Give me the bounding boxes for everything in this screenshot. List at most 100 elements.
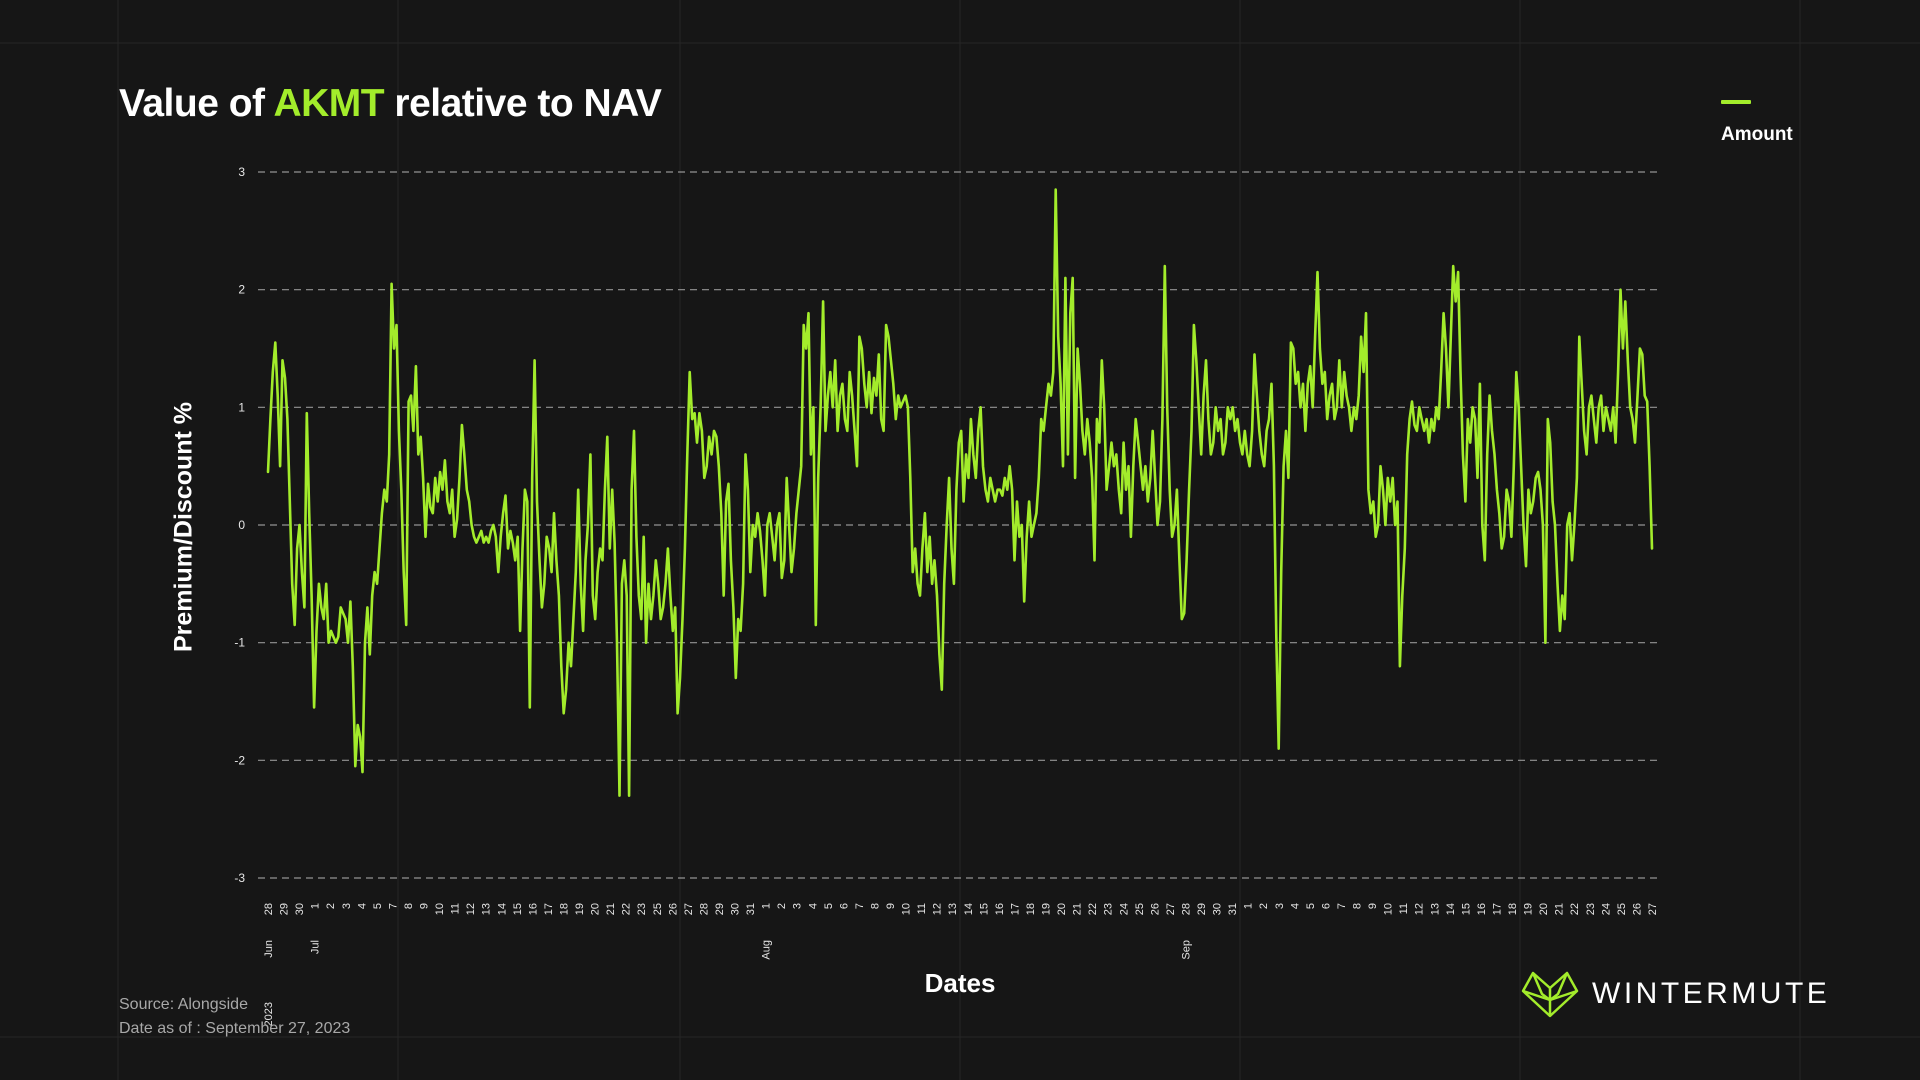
x-tick-label: 28 (1180, 903, 1192, 915)
x-tick-label: 5 (1305, 903, 1317, 909)
wintermute-logo-icon (1521, 971, 1579, 1018)
x-tick-label: 25 (652, 903, 664, 915)
x-tick-label: 24 (1600, 903, 1612, 915)
x-tick-label: 8 (869, 903, 881, 909)
x-tick-label: 29 (1196, 903, 1208, 915)
x-tick-label: 8 (403, 903, 415, 909)
x-tick-label: 31 (1227, 903, 1239, 915)
series-lines (266, 188, 1654, 797)
x-tick-label: 22 (1087, 903, 1099, 915)
x-tick-label: 1 (761, 903, 773, 909)
x-tick-label: 16 (527, 903, 539, 915)
x-tick-label: 15 (512, 903, 524, 915)
legend-swatch (1721, 100, 1751, 104)
x-tick-label: 12 (1414, 903, 1426, 915)
x-tick-label: 17 (1009, 903, 1021, 915)
x-tick-label: 18 (1025, 903, 1037, 915)
footer: Source: Alongside Date as of : September… (119, 993, 350, 1041)
x-tick-label: 13 (481, 903, 493, 915)
x-tick-label: 22 (621, 903, 633, 915)
x-tick-label: 5 (372, 903, 384, 909)
y-tick-label: -3 (234, 871, 245, 885)
x-tick-label: 23 (1585, 903, 1597, 915)
x-tick-label: 16 (994, 903, 1006, 915)
x-tick-label: 20 (590, 903, 602, 915)
x-tick-label: 5 (823, 903, 835, 909)
x-tick-labels: 28 29 30 1 2 3 4 5 7 8 9 10 11 12 13 14 15 16 17 18 19 20 21 22… (263, 903, 1659, 1026)
x-tick-label: 11 (450, 903, 462, 914)
brand-logo: WINTERMUTE (1520, 970, 1830, 1018)
x-tick-label: 25 (1134, 903, 1146, 915)
x-year-label: 2023 (263, 1002, 275, 1026)
x-tick-label: 29 (714, 903, 726, 915)
x-tick-label: 10 (901, 903, 913, 915)
brand-wordmark: WINTERMUTE (1592, 977, 1831, 1010)
x-tick-label: 9 (1367, 903, 1379, 909)
x-tick-label: 29 (279, 903, 291, 915)
title-prefix: Value of (119, 82, 274, 125)
x-tick-label: 16 (1476, 903, 1488, 915)
x-tick-label: 27 (1165, 903, 1177, 915)
x-tick-label: 26 (1149, 903, 1161, 915)
x-tick-label: 2 (1258, 903, 1270, 909)
x-tick-label: 19 (1523, 903, 1535, 915)
x-tick-label: 31 (745, 903, 757, 915)
x-tick-label: 8 (1352, 903, 1364, 909)
y-tick-label: -2 (234, 753, 245, 767)
x-tick-label: 13 (947, 903, 959, 915)
x-tick-label: 1 (1243, 903, 1255, 909)
x-tick-label: 7 (854, 903, 866, 909)
x-tick-label: 21 (1554, 903, 1566, 915)
x-tick-label: 21 (605, 903, 617, 915)
x-tick-label: 22 (1569, 903, 1581, 915)
x-tick-label: 4 (356, 903, 368, 909)
legend-label: Amount (1721, 124, 1793, 145)
y-tick-label: -1 (234, 636, 245, 650)
title-suffix: relative to NAV (384, 82, 662, 125)
x-tick-label: 20 (1538, 903, 1550, 915)
x-tick-label: 6 (1320, 903, 1332, 909)
x-tick-label: 21 (1072, 903, 1084, 915)
x-tick-label: 12 (932, 903, 944, 915)
x-tick-label: 24 (1118, 903, 1130, 915)
x-tick-label: 27 (1647, 903, 1659, 915)
source-note: Source: Alongside (119, 996, 248, 1013)
date-note: Date as of : September 27, 2023 (119, 1020, 351, 1037)
series-line-amount (266, 188, 1654, 797)
x-tick-label: 28 (263, 903, 275, 915)
y-tick-label: 0 (238, 518, 245, 532)
x-tick-label: 26 (1631, 903, 1643, 915)
x-tick-label: 17 (1491, 903, 1503, 915)
x-tick-label: 3 (792, 903, 804, 909)
x-tick-label: 4 (1289, 903, 1301, 909)
x-tick-label: 27 (683, 903, 695, 915)
x-tick-label: 13 (1429, 903, 1441, 915)
x-tick-label: 30 (294, 903, 306, 915)
x-month-label: Sep (1180, 940, 1192, 960)
x-tick-label: 6 (838, 903, 850, 909)
x-tick-label: 2 (776, 903, 788, 909)
x-tick-label: 14 (496, 903, 508, 915)
x-tick-label: 10 (434, 903, 446, 915)
x-tick-label: 20 (1056, 903, 1068, 915)
x-tick-label: 17 (543, 903, 555, 915)
x-tick-label: 30 (730, 903, 742, 915)
x-tick-label: 15 (1460, 903, 1472, 915)
x-tick-label: 26 (667, 903, 679, 915)
x-tick-label: 28 (698, 903, 710, 915)
y-tick-labels: -3 -2 -1 0 1 2 3 (234, 165, 245, 885)
x-tick-label: 18 (1507, 903, 1519, 915)
x-tick-label: 14 (1445, 903, 1457, 915)
x-tick-label: 30 (1212, 903, 1224, 915)
x-tick-label: 7 (1336, 903, 1348, 909)
x-axis-label: Dates (924, 968, 996, 998)
y-tick-label: 1 (238, 400, 245, 414)
x-tick-label: 3 (1274, 903, 1286, 909)
x-tick-label: 11 (916, 903, 928, 914)
title-highlight: AKMT (273, 82, 385, 125)
x-month-label: Jul (310, 940, 322, 954)
x-tick-label: 19 (574, 903, 586, 915)
x-tick-label: 1 (310, 903, 322, 909)
chart-title: Value of AKMT relative to NAV (119, 82, 662, 126)
